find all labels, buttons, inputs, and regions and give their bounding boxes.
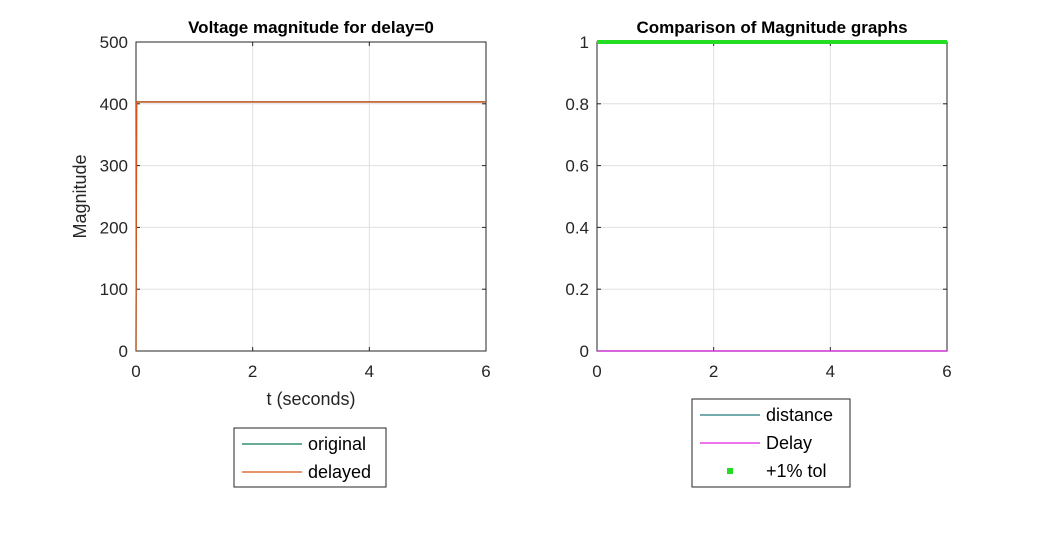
y-tick-label: 300 bbox=[100, 157, 128, 176]
y-tick-label: 0 bbox=[580, 342, 589, 361]
y-tick-label: 0.6 bbox=[565, 157, 589, 176]
x-tick-label: 6 bbox=[481, 362, 490, 381]
x-tick-label: 4 bbox=[365, 362, 374, 381]
plot-area bbox=[597, 42, 947, 351]
legend: original delayed bbox=[233, 427, 387, 488]
chart-title: Voltage magnitude for delay=0 bbox=[188, 18, 434, 37]
x-tick-label: 0 bbox=[131, 362, 140, 381]
x-tick-label: 4 bbox=[826, 362, 835, 381]
y-tick-label: 0.8 bbox=[565, 95, 589, 114]
legend: distance Delay +1% tol bbox=[691, 398, 851, 488]
x-tick-label: 2 bbox=[248, 362, 257, 381]
x-tick-label: 2 bbox=[709, 362, 718, 381]
chart-2: 0 2 4 6 0 0.2 0.4 0.6 0.8 1 Comparison of Magnitud… bbox=[565, 18, 952, 488]
legend-box bbox=[233, 427, 387, 488]
legend-label: original bbox=[308, 434, 366, 454]
legend-label: Delay bbox=[766, 433, 812, 453]
y-tick-label: 100 bbox=[100, 280, 128, 299]
chart-1: 0 2 4 6 0 100 200 300 400 500 Voltage magnitude fo… bbox=[70, 18, 491, 488]
y-tick-label: 400 bbox=[100, 95, 128, 114]
legend-marker-2 bbox=[727, 468, 733, 474]
y-tick-label: 0 bbox=[119, 342, 128, 361]
y-tick-label: 500 bbox=[100, 33, 128, 52]
legend-label: delayed bbox=[308, 462, 371, 482]
y-tick-label: 0.4 bbox=[565, 218, 589, 237]
y-tick-label: 1 bbox=[580, 33, 589, 52]
y-axis-label: Magnitude bbox=[70, 154, 90, 238]
legend-label: +1% tol bbox=[766, 461, 827, 481]
y-tick-label: 0.2 bbox=[565, 280, 589, 299]
legend-label: distance bbox=[766, 405, 833, 425]
plot-area bbox=[136, 42, 486, 351]
y-tick-label: 200 bbox=[100, 218, 128, 237]
series-line-delayed bbox=[135, 101, 486, 352]
x-axis-label: t (seconds) bbox=[266, 389, 355, 409]
x-tick-label: 0 bbox=[592, 362, 601, 381]
chart-title: Comparison of Magnitude graphs bbox=[636, 18, 907, 37]
x-tick-label: 6 bbox=[942, 362, 951, 381]
